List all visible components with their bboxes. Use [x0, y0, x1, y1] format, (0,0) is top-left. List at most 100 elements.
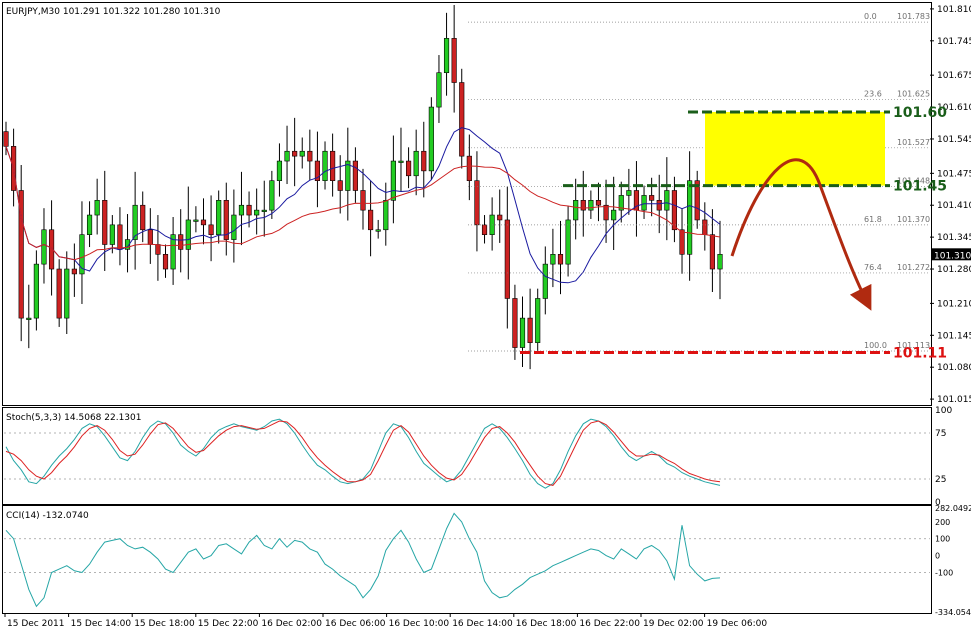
- candle-body: [390, 160, 396, 201]
- candle-body: [717, 254, 723, 270]
- fib-price-label: 101.448: [897, 177, 930, 186]
- candle-body: [542, 263, 548, 299]
- candle-body: [656, 200, 662, 211]
- zone-bottom-label: 101.45: [893, 179, 947, 195]
- y-tick-label: 101.280: [937, 265, 971, 275]
- candle-body: [276, 160, 283, 181]
- target-label: 101.11: [893, 345, 947, 361]
- candle-body: [664, 190, 670, 211]
- candle-body: [512, 298, 518, 348]
- cci-line: [5, 512, 721, 608]
- candle-body: [330, 150, 336, 181]
- candle-body: [200, 219, 207, 226]
- candle-body: [550, 254, 556, 265]
- candle-body: [269, 180, 275, 211]
- stoch-scale-label: 75: [935, 429, 946, 439]
- candle-body: [147, 229, 153, 245]
- candle-body: [474, 180, 480, 226]
- last-price-label: 101.310: [934, 251, 971, 261]
- candle-body: [193, 219, 199, 222]
- candle-body: [254, 209, 260, 216]
- fib-price-label: 101.370: [897, 215, 930, 224]
- candle-body: [337, 180, 343, 191]
- stoch-scale-label: 100: [935, 406, 952, 416]
- candle-body: [398, 160, 404, 163]
- candle-body: [557, 254, 564, 265]
- candle-body: [26, 317, 32, 320]
- candle-body: [64, 268, 70, 319]
- candle-body: [238, 204, 245, 216]
- candle-body: [671, 190, 678, 231]
- fib-ratio-label: 61.8: [864, 215, 882, 224]
- candle-body: [535, 298, 541, 343]
- candle-body: [162, 254, 169, 270]
- candle-body: [687, 180, 693, 255]
- candle-body: [102, 200, 108, 245]
- candle-body: [611, 209, 617, 221]
- candle-body: [79, 234, 85, 275]
- candle-body: [56, 268, 62, 319]
- candle-body: [383, 200, 389, 231]
- candle-body: [178, 234, 184, 250]
- cci-scale-label: 200: [935, 518, 950, 527]
- stoch-scale-label: 25: [935, 475, 946, 485]
- cci-label: CCI(14) -132.0740: [6, 511, 89, 521]
- y-tick-label: 101.810: [937, 5, 971, 15]
- cci-scale-label: -100: [935, 568, 953, 577]
- candle-body: [626, 190, 632, 196]
- candle-body: [117, 224, 123, 250]
- candle-body: [322, 150, 328, 181]
- candle-body: [132, 204, 138, 240]
- candle-body: [694, 180, 700, 221]
- candle-body: [527, 317, 533, 343]
- x-tick-label: 16 Dec 14:00: [452, 619, 513, 629]
- x-tick-label: 15 Dec 22:00: [198, 619, 259, 629]
- x-tick-label: 15 Dec 14:00: [71, 619, 132, 629]
- fib-ratio-label: 100.0: [864, 341, 887, 350]
- x-tick-label: 16 Dec 10:00: [389, 619, 450, 629]
- candle-body: [109, 224, 115, 245]
- cci-scale-label: 282.0492: [935, 504, 971, 513]
- candle-body: [48, 229, 55, 270]
- candle-body: [345, 160, 351, 191]
- candle-body: [421, 150, 427, 172]
- x-tick-label: 16 Dec 02:00: [261, 619, 322, 629]
- fib-price-label: 101.625: [897, 90, 930, 99]
- fib-price-label: 101.272: [897, 263, 930, 272]
- x-tick-label: 16 Dec 18:00: [516, 619, 577, 629]
- candle-body: [94, 200, 100, 216]
- candle-body: [641, 195, 647, 211]
- fib-ratio-label: 23.6: [864, 90, 882, 99]
- candle-body: [223, 200, 229, 240]
- fib-ratio-label: 76.4: [864, 263, 882, 272]
- candle-body: [360, 190, 366, 211]
- candle-body: [71, 268, 77, 275]
- candle-body: [284, 150, 290, 162]
- candle-body: [314, 160, 321, 181]
- candle-body: [580, 200, 586, 211]
- candle-body: [33, 263, 39, 319]
- candle-body: [595, 200, 602, 206]
- y-tick-label: 101.145: [937, 331, 971, 341]
- y-tick-label: 101.610: [937, 103, 971, 113]
- candle-body: [443, 38, 450, 74]
- candle-body: [504, 219, 510, 299]
- stoch-scale-label: 0: [935, 498, 941, 508]
- zone-top-label: 101.60: [893, 105, 947, 121]
- x-tick-label: 19 Dec 06:00: [707, 619, 768, 629]
- candle-body: [603, 204, 609, 221]
- candle-body: [466, 155, 472, 181]
- candle-body: [140, 204, 146, 231]
- candle-body: [519, 317, 526, 348]
- candle-body: [41, 229, 47, 265]
- cci-scale-label: 100: [935, 535, 950, 544]
- candle-body: [375, 229, 381, 232]
- candle-body: [208, 224, 214, 235]
- stoch-main-line: [5, 418, 721, 489]
- candle-body: [588, 200, 594, 211]
- cci-scale-label: 0: [935, 552, 940, 561]
- candle-body: [459, 82, 465, 157]
- candle-body: [481, 224, 488, 235]
- fib-ratio-label: 0.0: [864, 12, 877, 21]
